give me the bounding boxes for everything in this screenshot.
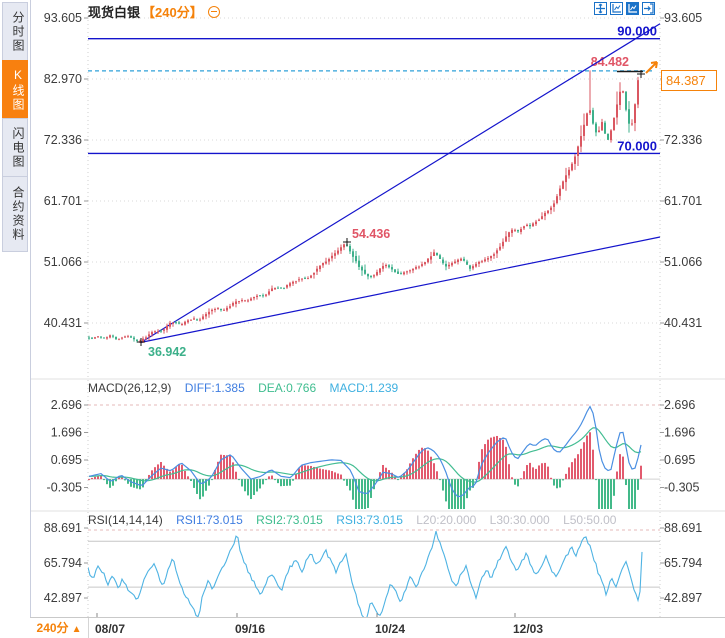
- svg-text:1.696: 1.696: [664, 425, 695, 439]
- price-annotation-label: 84.482: [591, 55, 629, 69]
- level-line-label: 90.000: [617, 24, 657, 39]
- period-selector-label: 240分: [36, 621, 69, 635]
- macd-macd-value: MACD:1.239: [329, 381, 399, 395]
- trend-lines: [140, 23, 661, 343]
- period-selector[interactable]: 240分 ▲: [30, 618, 88, 638]
- svg-text:93.605: 93.605: [664, 11, 702, 25]
- up-arrow-icon: [645, 61, 658, 74]
- svg-text:40.431: 40.431: [664, 316, 702, 330]
- svg-text:-0.305: -0.305: [664, 480, 699, 494]
- symbol-name: 现货白银: [88, 5, 141, 20]
- rsi-l50-value: L50:50.00: [563, 513, 617, 527]
- svg-text:82.970: 82.970: [44, 72, 82, 86]
- svg-text:51.066: 51.066: [664, 255, 702, 269]
- axis-divider: [88, 618, 89, 638]
- chart-scale-icon[interactable]: [610, 2, 623, 15]
- macd-params: MACD(26,12,9): [88, 381, 172, 395]
- chart-scale-active-icon[interactable]: [626, 2, 639, 15]
- main-price-panel: 93.60593.60582.97082.97072.33672.33661.7…: [44, 11, 703, 359]
- date-label: 09/16: [235, 622, 266, 636]
- rsi-l20-value: L20:20.000: [416, 513, 477, 527]
- sidebar-item-time-chart[interactable]: 分时图: [2, 2, 28, 62]
- macd-diff-value: DIFF:1.385: [184, 381, 245, 395]
- rsi-series: [88, 530, 643, 619]
- date-label: 10/24: [375, 622, 406, 636]
- period-up-triangle-icon: ▲: [71, 624, 82, 635]
- time-axis-bar: 240分 ▲ 08/07 09/16 10/24 12/03: [30, 617, 725, 638]
- svg-text:0.695: 0.695: [664, 453, 695, 467]
- chart-title: 现货白银 【240分】: [88, 2, 220, 20]
- exit-chart-icon[interactable]: [642, 2, 655, 15]
- rsi2-value: RSI2:73.015: [256, 513, 323, 527]
- svg-text:72.336: 72.336: [664, 133, 702, 147]
- svg-text:-0.305: -0.305: [47, 480, 82, 494]
- svg-text:61.701: 61.701: [44, 194, 82, 208]
- candlestick-series: [88, 70, 639, 344]
- zoom-out-icon[interactable]: [207, 6, 220, 18]
- svg-text:42.897: 42.897: [664, 591, 702, 605]
- rsi-panel: 88.691 88.691 65.794 65.794 42.897 42.897: [44, 521, 702, 619]
- crosshair-move-icon[interactable]: [594, 2, 607, 15]
- svg-text:51.066: 51.066: [44, 255, 82, 269]
- svg-text:88.691: 88.691: [44, 521, 82, 535]
- macd-dea-value: DEA:0.766: [258, 381, 317, 395]
- period-label: 【240分】: [142, 5, 203, 20]
- rsi-header: RSI(14,14,14) RSI1:73.015 RSI2:73.015 RS…: [88, 513, 626, 527]
- rsi-l30-value: L30:30.000: [489, 513, 550, 527]
- sidebar-item-kline-chart[interactable]: K线图: [2, 60, 28, 120]
- svg-text:42.897: 42.897: [44, 591, 82, 605]
- macd-header: MACD(26,12,9) DIFF:1.385 DEA:0.766 MACD:…: [88, 381, 408, 395]
- price-annotation-label: 54.436: [352, 227, 390, 241]
- svg-text:2.696: 2.696: [664, 398, 695, 412]
- svg-text:40.431: 40.431: [44, 316, 82, 330]
- level-line-label: 70.000: [617, 138, 657, 153]
- sidebar-item-contract-info[interactable]: 合约资料: [2, 176, 28, 252]
- svg-text:72.336: 72.336: [44, 133, 82, 147]
- rsi1-value: RSI1:73.015: [176, 513, 243, 527]
- svg-text:0.695: 0.695: [51, 453, 82, 467]
- svg-text:93.605: 93.605: [44, 11, 82, 25]
- svg-text:2.696: 2.696: [51, 398, 82, 412]
- last-price-tag: 84.387: [661, 70, 717, 91]
- chart-type-sidebar: 分时图 K线图 闪电图 合约资料: [0, 0, 31, 638]
- date-label: 08/07: [95, 622, 126, 636]
- svg-text:88.691: 88.691: [664, 521, 702, 535]
- sidebar-item-lightning-chart[interactable]: 闪电图: [2, 118, 28, 178]
- rsi3-value: RSI3:73.015: [336, 513, 403, 527]
- rsi-params: RSI(14,14,14): [88, 513, 163, 527]
- svg-text:61.701: 61.701: [664, 194, 702, 208]
- svg-text:65.794: 65.794: [664, 556, 702, 570]
- svg-text:1.696: 1.696: [51, 425, 82, 439]
- svg-text:65.794: 65.794: [44, 556, 82, 570]
- macd-series: [88, 405, 642, 509]
- chart-toolbar: [594, 2, 655, 15]
- date-label: 12/03: [513, 622, 544, 636]
- price-annotation-label: 36.942: [148, 345, 186, 359]
